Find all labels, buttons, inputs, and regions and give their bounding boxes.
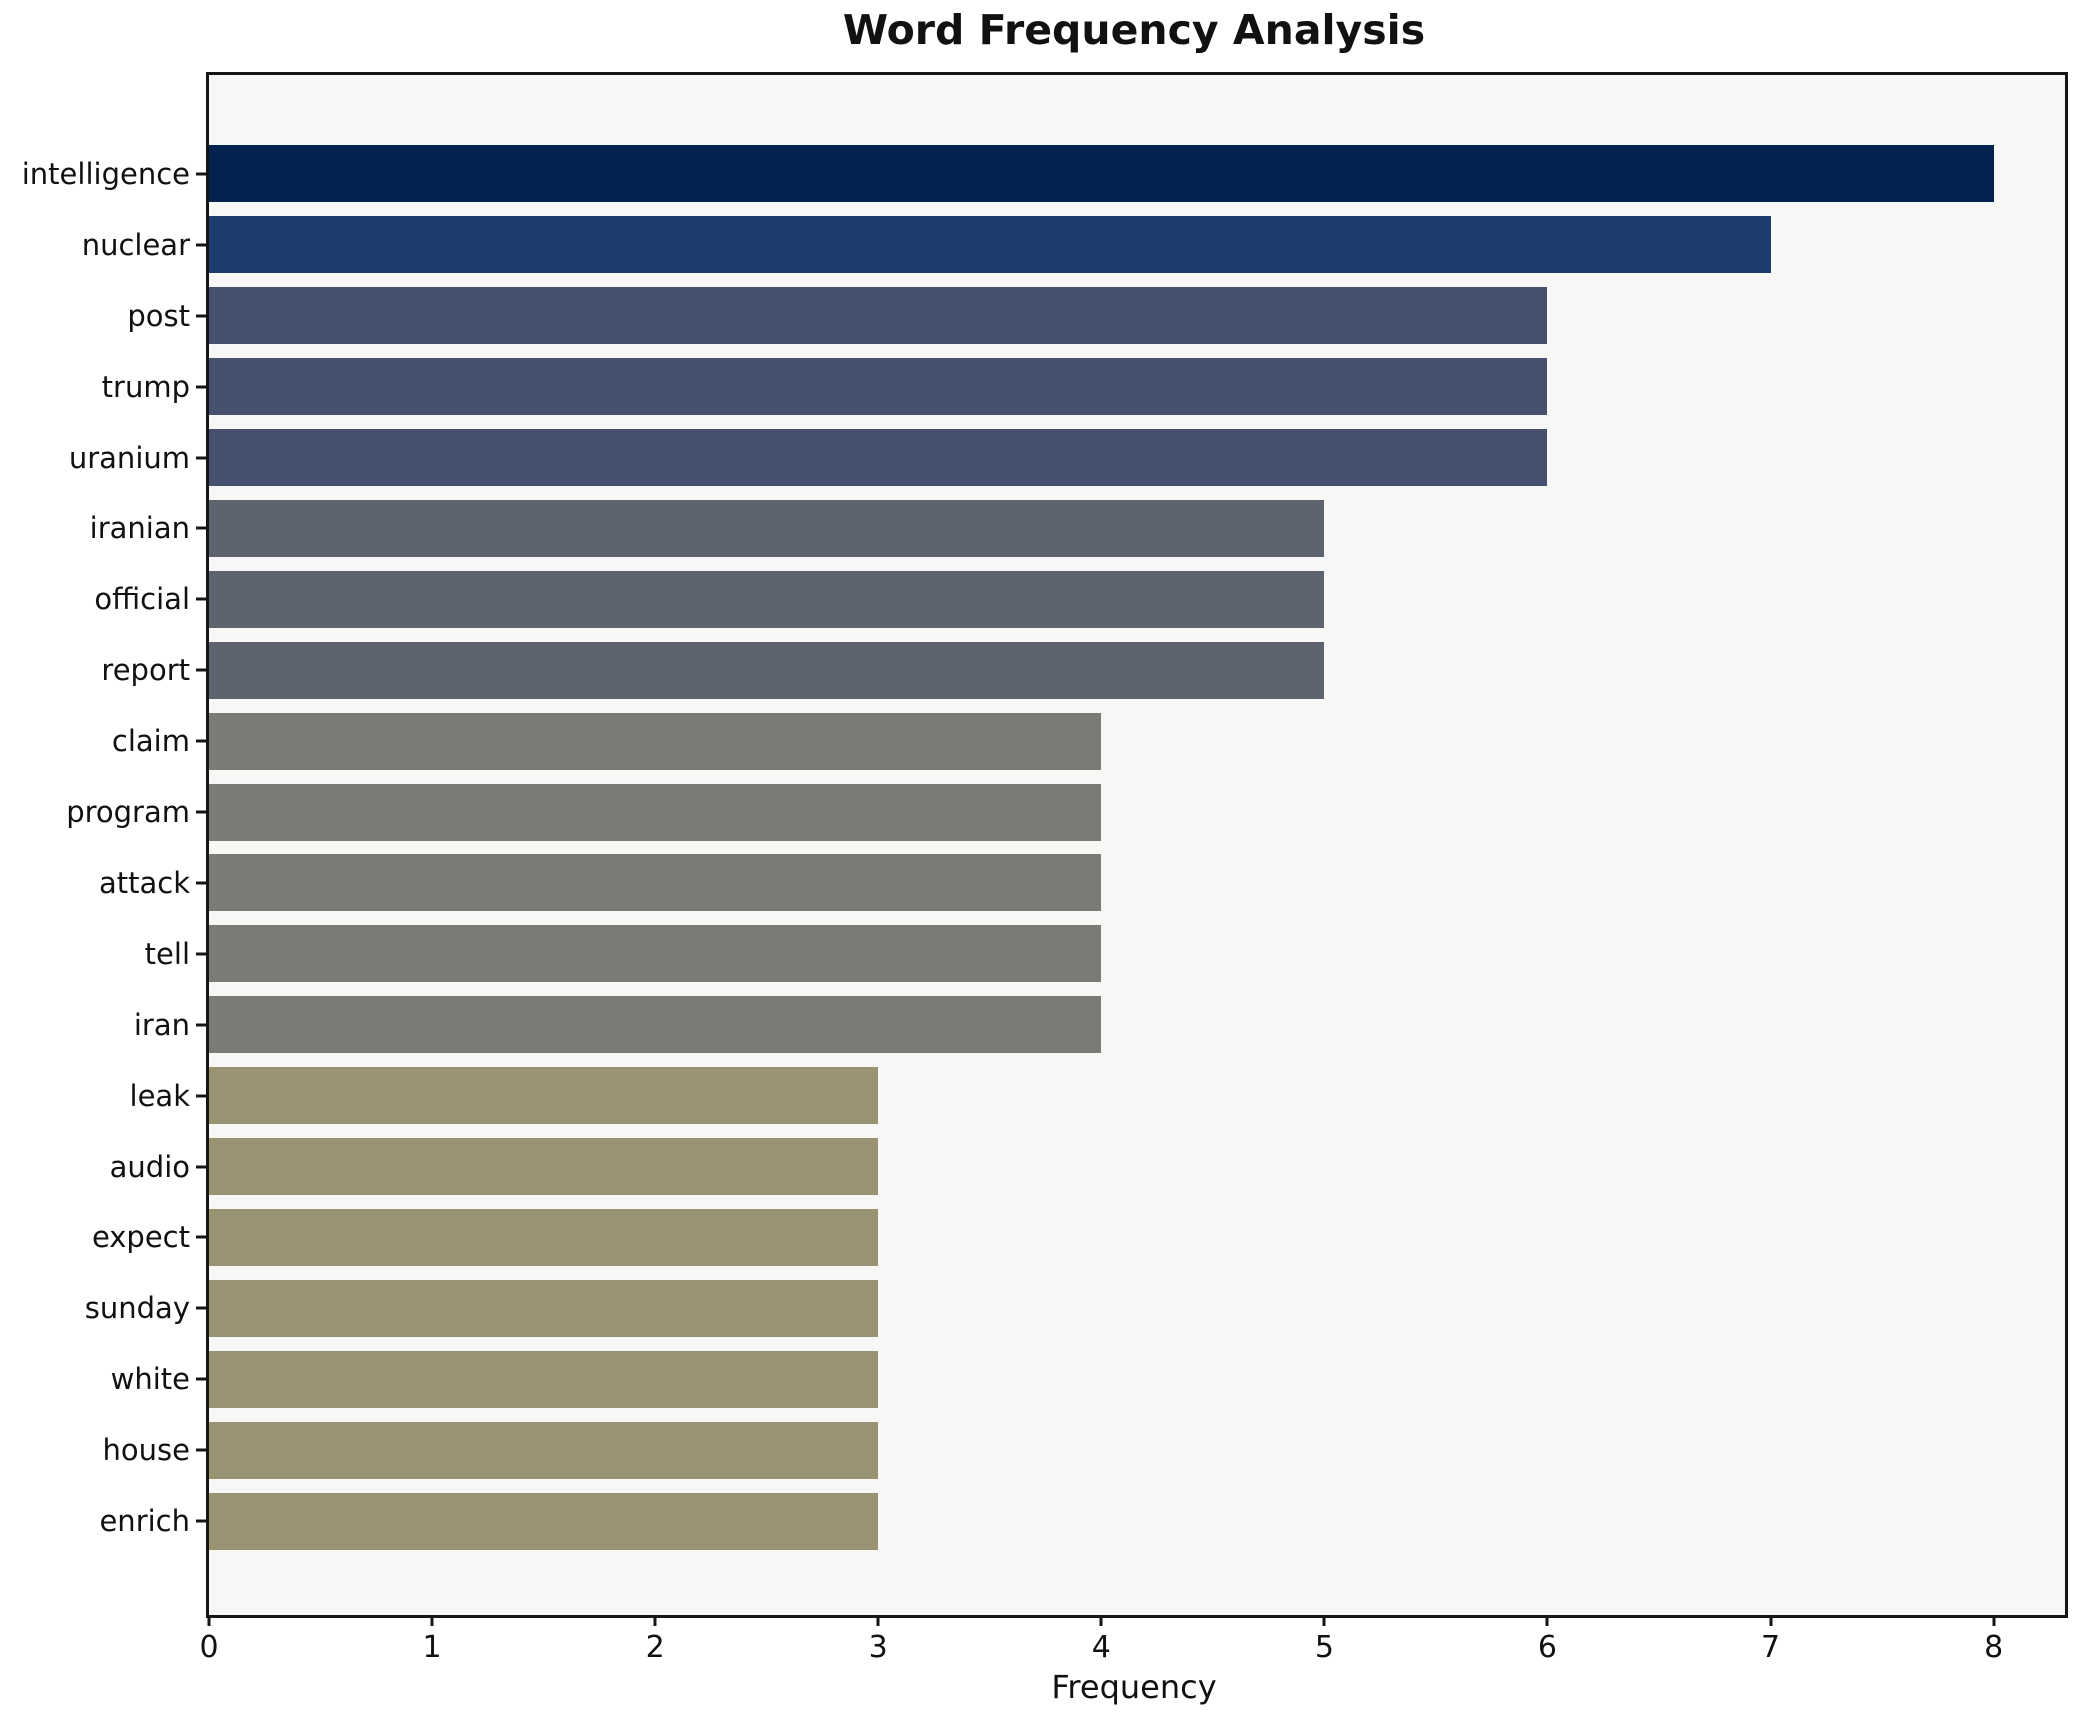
x-tick-label-1: 1 (422, 1630, 442, 1665)
bar-tell (209, 925, 1102, 983)
y-tick-mark (196, 597, 206, 601)
y-tick-mark (196, 810, 206, 814)
x-tick-label-7: 7 (1760, 1630, 1781, 1665)
y-tick-mark (196, 456, 206, 460)
x-axis-label: Frequency (1051, 1668, 1217, 1706)
x-tick-label-0: 0 (199, 1630, 219, 1665)
bar-white (209, 1350, 879, 1408)
y-tick-label-program: program (66, 795, 190, 830)
x-tick-mark (1769, 1615, 1773, 1626)
y-tick-mark (196, 243, 206, 247)
y-tick-label-nuclear: nuclear (81, 227, 190, 262)
y-tick-mark (196, 1023, 206, 1027)
y-tick-mark (196, 314, 206, 318)
x-tick-label-5: 5 (1314, 1630, 1334, 1665)
x-tick-mark (1099, 1615, 1103, 1626)
bar-program (209, 783, 1102, 841)
y-tick-mark (196, 739, 206, 743)
y-tick-label-official: official (94, 582, 190, 617)
y-tick-mark (196, 1165, 206, 1169)
bar-nuclear (209, 216, 1771, 274)
x-tick-label-2: 2 (645, 1630, 665, 1665)
y-tick-mark (196, 1448, 206, 1452)
bar-uranium (209, 429, 1548, 487)
bar-house (209, 1421, 879, 1479)
y-tick-label-enrich: enrich (99, 1504, 190, 1539)
bar-audio (209, 1138, 879, 1196)
bar-trump (209, 358, 1548, 416)
y-tick-mark (196, 1377, 206, 1381)
y-tick-mark (196, 172, 206, 176)
x-tick-label-4: 4 (1091, 1630, 1111, 1665)
x-tick-mark (430, 1615, 434, 1626)
y-tick-label-iranian: iranian (89, 511, 190, 546)
x-tick-mark (1322, 1615, 1326, 1626)
x-tick-label-6: 6 (1537, 1630, 1557, 1665)
y-tick-label-report: report (101, 653, 190, 688)
y-tick-label-expect: expect (91, 1220, 190, 1255)
x-tick-mark (876, 1615, 880, 1626)
chart-title: Word Frequency Analysis (842, 6, 1426, 54)
y-tick-label-sunday: sunday (84, 1291, 190, 1326)
y-tick-label-white: white (110, 1362, 190, 1397)
y-tick-mark (196, 1519, 206, 1523)
y-tick-label-intelligence: intelligence (21, 156, 190, 191)
y-tick-mark (196, 1094, 206, 1098)
x-tick-label-3: 3 (868, 1630, 888, 1665)
x-tick-mark (1545, 1615, 1549, 1626)
x-tick-mark (653, 1615, 657, 1626)
bar-post (209, 287, 1548, 345)
y-tick-label-audio: audio (109, 1149, 190, 1184)
y-tick-label-trump: trump (101, 369, 190, 404)
x-tick-mark (207, 1615, 211, 1626)
bar-claim (209, 712, 1102, 770)
y-tick-label-post: post (127, 298, 190, 333)
bar-sunday (209, 1279, 879, 1337)
bar-iran (209, 996, 1102, 1054)
x-tick-label-8: 8 (1984, 1630, 2004, 1665)
bar-attack (209, 854, 1102, 912)
y-tick-mark (196, 668, 206, 672)
bar-official (209, 570, 1325, 628)
y-tick-label-tell: tell (144, 936, 190, 971)
y-tick-mark (196, 952, 206, 956)
bar-enrich (209, 1492, 879, 1550)
bar-expect (209, 1208, 879, 1266)
y-tick-mark (196, 526, 206, 530)
bar-iranian (209, 499, 1325, 557)
y-tick-label-attack: attack (98, 865, 190, 900)
y-tick-label-iran: iran (133, 1007, 190, 1042)
bar-report (209, 641, 1325, 699)
y-tick-mark (196, 1235, 206, 1239)
y-tick-label-house: house (102, 1433, 190, 1468)
y-tick-mark (196, 1306, 206, 1310)
y-tick-label-claim: claim (111, 724, 190, 759)
y-tick-mark (196, 385, 206, 389)
x-tick-mark (1992, 1615, 1996, 1626)
y-tick-label-uranium: uranium (68, 440, 190, 475)
bar-leak (209, 1067, 879, 1125)
y-tick-mark (196, 881, 206, 885)
y-tick-label-leak: leak (129, 1078, 190, 1113)
plot-area (206, 72, 2068, 1618)
bar-intelligence (209, 145, 1994, 203)
